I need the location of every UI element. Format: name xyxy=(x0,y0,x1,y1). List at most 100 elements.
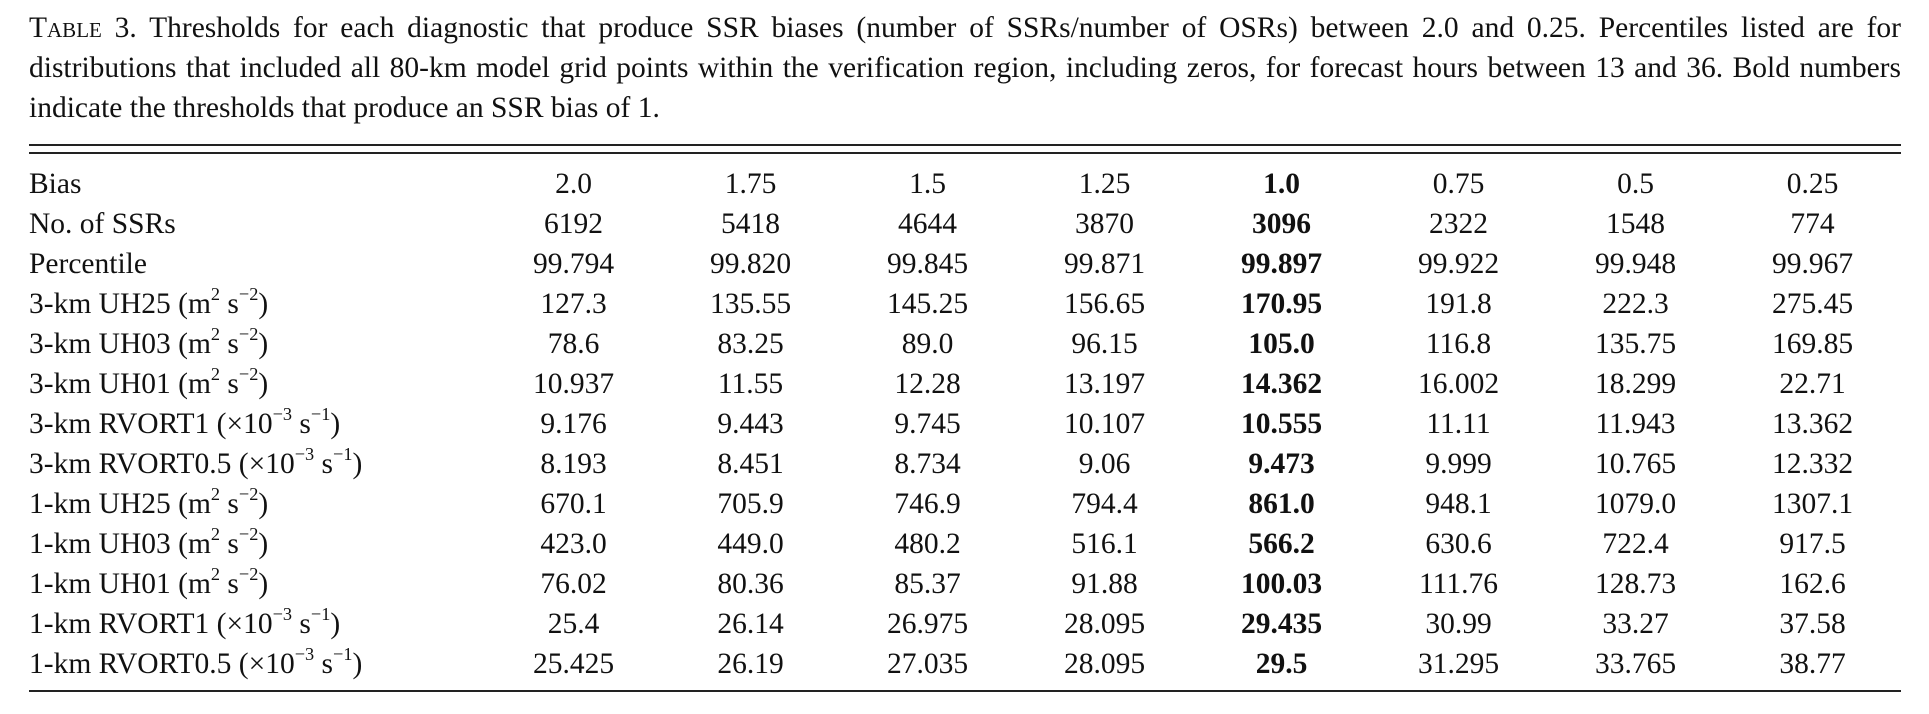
table-cell: 11.55 xyxy=(717,368,784,400)
table-cell: 191.8 xyxy=(1425,288,1492,320)
table-row: Percentile 99.794 99.820 99.845 99.871 99.897… xyxy=(29,244,1901,284)
top-rule-second xyxy=(29,152,1901,154)
table-cell: 85.37 xyxy=(894,568,961,600)
table-cell: 128.73 xyxy=(1594,568,1677,600)
table-cell: 9.443 xyxy=(717,408,784,440)
table-cell: 13.197 xyxy=(1063,368,1146,400)
row-label-text: s xyxy=(220,568,239,600)
table-cell: 100.03 xyxy=(1240,568,1323,600)
table-row: 1-km UH03 (m2 s−2) 423.0 449.0 480.2 516.1 56… xyxy=(29,524,1901,564)
table-cell: 29.5 xyxy=(1255,648,1308,680)
table-cell: 13.362 xyxy=(1771,408,1854,440)
row-label-text: Bias xyxy=(29,168,82,200)
table-cell: 89.0 xyxy=(901,328,954,360)
table-cell: 96.15 xyxy=(1071,328,1138,360)
table-row: 3-km UH03 (m2 s−2) 78.6 83.25 89.0 96.15 105.… xyxy=(29,324,1901,364)
table-row: 1-km UH01 (m2 s−2) 76.02 80.36 85.37 91.88 10… xyxy=(29,564,1901,604)
table-cell: 12.332 xyxy=(1771,448,1854,480)
table-row: 3-km RVORT0.5 (×10−3 s−1) 8.193 8.451 8.734… xyxy=(29,444,1901,484)
top-rule xyxy=(29,144,1901,146)
row-label-text: s xyxy=(220,288,239,320)
table-cell: 480.2 xyxy=(894,528,961,560)
table-cell: 794.4 xyxy=(1071,488,1138,520)
row-label-exponent: −1 xyxy=(310,404,331,425)
table-cell: 135.75 xyxy=(1594,328,1677,360)
table-cell: 10.937 xyxy=(532,368,615,400)
table-cell: 26.19 xyxy=(717,648,784,680)
table-cell: 861.0 xyxy=(1248,488,1315,520)
row-label-text: 3-km UH25 (m xyxy=(29,288,211,320)
table-cell: 10.765 xyxy=(1594,448,1677,480)
table-cell: 91.88 xyxy=(1071,568,1138,600)
table-cell: 4644 xyxy=(898,208,957,240)
row-label-exponent: −2 xyxy=(238,524,259,545)
row-label-text: ) xyxy=(258,328,269,360)
row-label-text: s xyxy=(292,408,311,440)
row-label: 3-km UH25 (m2 s−2) xyxy=(29,284,485,324)
table-cell: 25.425 xyxy=(532,648,615,680)
row-label-exponent: −2 xyxy=(238,484,259,505)
table-cell: 0.25 xyxy=(1786,168,1839,200)
table-cell: 76.02 xyxy=(540,568,607,600)
table-cell: 670.1 xyxy=(540,488,607,520)
table-cell: 12.28 xyxy=(894,368,961,400)
row-label: 3-km RVORT0.5 (×10−3 s−1) xyxy=(29,444,485,484)
table-cell: 722.4 xyxy=(1602,528,1669,560)
table-cell: 145.25 xyxy=(886,288,969,320)
row-label-text: s xyxy=(292,608,311,640)
table-cell: 22.71 xyxy=(1779,368,1846,400)
table-cell: 630.6 xyxy=(1425,528,1492,560)
table-cell: 26.975 xyxy=(886,608,969,640)
table-cell: 566.2 xyxy=(1248,528,1315,560)
row-label-exponent: −3 xyxy=(272,604,293,625)
row-label: Percentile xyxy=(29,244,485,284)
table-cell: 162.6 xyxy=(1779,568,1846,600)
table-cell: 449.0 xyxy=(717,528,784,560)
table-cell: 9.176 xyxy=(540,408,607,440)
row-label: 3-km UH03 (m2 s−2) xyxy=(29,324,485,364)
table-cell: 948.1 xyxy=(1425,488,1492,520)
table-cell: 6192 xyxy=(544,208,603,240)
row-label-text: ) xyxy=(258,288,269,320)
table-row: 3-km RVORT1 (×10−3 s−1) 9.176 9.443 9.745 10… xyxy=(29,404,1901,444)
row-label-exponent: 2 xyxy=(210,484,221,505)
table-cell: 705.9 xyxy=(717,488,784,520)
row-label: 1-km RVORT0.5 (×10−3 s−1) xyxy=(29,644,485,684)
row-label: 1-km UH01 (m2 s−2) xyxy=(29,564,485,604)
table-row: 1-km RVORT0.5 (×10−3 s−1) 25.425 26.19 27.0… xyxy=(29,644,1901,684)
row-label-text: 1-km RVORT0.5 (×10 xyxy=(29,648,295,680)
row-label-exponent: −1 xyxy=(333,644,353,665)
table-cell: 25.4 xyxy=(547,608,600,640)
table-cell: 33.27 xyxy=(1602,608,1669,640)
table-cell: 18.299 xyxy=(1594,368,1677,400)
table-cell: 774 xyxy=(1790,208,1835,240)
table-cell: 170.95 xyxy=(1240,288,1323,320)
row-label-text: 3-km UH01 (m xyxy=(29,368,211,400)
row-label-text: s xyxy=(220,528,239,560)
table-cell: 10.555 xyxy=(1240,408,1323,440)
row-label-text: s xyxy=(314,648,334,680)
table-cell: 135.55 xyxy=(709,288,792,320)
table-cell: 1.75 xyxy=(724,168,777,200)
table-row: 1-km RVORT1 (×10−3 s−1) 25.4 26.14 26.975 28… xyxy=(29,604,1901,644)
table-cell: 99.897 xyxy=(1240,248,1323,280)
table-cell: 99.871 xyxy=(1063,248,1146,280)
caption-label: Table 3. xyxy=(29,12,137,44)
table-cell: 9.06 xyxy=(1078,448,1131,480)
table-cell: 8.451 xyxy=(717,448,784,480)
table-cell: 99.845 xyxy=(886,248,969,280)
table-cell: 28.095 xyxy=(1063,608,1146,640)
table-cell: 99.948 xyxy=(1594,248,1677,280)
table-cell: 33.765 xyxy=(1594,648,1677,680)
table-cell: 1548 xyxy=(1606,208,1665,240)
row-label: 1-km UH03 (m2 s−2) xyxy=(29,524,485,564)
row-label-exponent: 2 xyxy=(210,524,221,545)
table-caption: Table 3. Thresholds for each diagnostic … xyxy=(29,8,1901,128)
table-cell: 28.095 xyxy=(1063,648,1146,680)
row-label: 1-km RVORT1 (×10−3 s−1) xyxy=(29,604,485,644)
row-label-text: s xyxy=(220,368,239,400)
table-row: Bias 2.0 1.75 1.5 1.25 1.0 0.75 0.5 0.25 xyxy=(29,164,1901,204)
row-label: Bias xyxy=(29,164,485,204)
row-label-text: 1-km UH03 (m xyxy=(29,528,211,560)
row-label-text: No. of SSRs xyxy=(29,208,176,240)
